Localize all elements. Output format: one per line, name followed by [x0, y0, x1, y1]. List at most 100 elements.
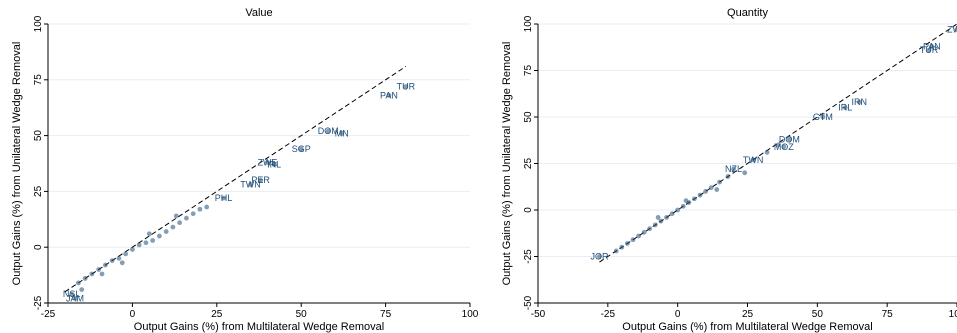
chart-1-point: [725, 174, 731, 179]
chart-0-point: [170, 224, 176, 230]
chart-0-x-tick-label: 25: [211, 309, 223, 320]
chart-1-x-tick-label: 100: [949, 309, 957, 320]
chart-1-x-tick-label: 0: [675, 309, 681, 320]
chart-1-point: [856, 99, 862, 105]
chart-1-point: [708, 185, 714, 191]
chart-0-point: [298, 146, 304, 152]
chart-0-point-label: TWN: [240, 180, 261, 190]
chart-0-point: [271, 162, 277, 168]
chart-1-point: [630, 237, 636, 243]
chart-1-point: [842, 105, 848, 111]
chart-0-point: [96, 267, 102, 272]
chart-0-x-tick-label: -25: [41, 309, 56, 320]
chart-0-point: [82, 276, 88, 281]
chart-1-x-tick-label: -25: [601, 309, 616, 320]
chart-0-point: [258, 177, 264, 183]
chart-0-reference-line: [64, 65, 407, 293]
chart-1-point: [655, 215, 661, 220]
chart-0-point: [177, 220, 183, 226]
chart-0-point: [123, 251, 129, 257]
chart-0-point: [386, 93, 392, 98]
chart-0-y-tick-label: 100: [33, 15, 44, 32]
chart-1-x-axis-label: Output Gains (%) from Multilateral Wedge…: [622, 321, 872, 333]
chart-1-point: [597, 254, 602, 259]
chart-0-point: [72, 296, 78, 301]
chart-1-quantity: -50 -25 0 25 50 75 100 -50 -25 0 25 50 75 100 Quantity…: [501, 7, 957, 333]
chart-1-point: [647, 226, 653, 232]
chart-1-y-tick-label: 75: [523, 65, 534, 77]
chart-0-title: Value: [245, 7, 272, 19]
chart-0-point: [173, 213, 179, 219]
chart-0-point: [79, 287, 85, 293]
chart-0-x-tick-label: 50: [296, 309, 308, 320]
chart-1-point-label: GTM: [813, 112, 833, 122]
chart-1-point: [692, 196, 697, 202]
chart-0-y-tick-label: 75: [33, 74, 44, 86]
chart-0-point-label: PAN: [380, 90, 398, 100]
chart-1-y-tick-label: 50: [523, 111, 534, 123]
chart-1-point: [658, 218, 664, 224]
chart-0-point: [102, 262, 108, 268]
chart-1-y-tick-label: -25: [523, 249, 534, 264]
chart-0-y-tick-label: 25: [33, 185, 44, 197]
chart-1-x-tick-label: 25: [742, 309, 754, 320]
chart-1-point: [624, 241, 630, 246]
chart-0-point: [204, 204, 210, 210]
chart-1-point-label: JOR: [590, 252, 609, 262]
chart-1-point: [750, 157, 756, 163]
chart-0-point: [403, 84, 409, 89]
chart-0-point: [197, 206, 203, 212]
chart-0-x-tick-label: 0: [130, 309, 136, 320]
chart-0-point-label: DOM: [318, 126, 339, 136]
chart-1-point: [636, 233, 641, 239]
chart-1-point-label: TWN: [743, 155, 764, 165]
chart-0-point: [157, 233, 162, 239]
chart-1-point: [764, 149, 770, 155]
chart-0-point: [109, 258, 115, 263]
chart-0-point-label: JAM: [66, 294, 84, 304]
chart-0-point-label: MN: [335, 128, 349, 138]
chart-1-point: [619, 244, 625, 250]
chart-1-point: [683, 198, 689, 204]
chart-0-point: [163, 229, 169, 234]
chart-1-x-tick-label: -50: [531, 309, 546, 320]
chart-1-y-tick-label: 100: [523, 15, 534, 32]
chart-1-point: [641, 229, 647, 235]
chart-0-point: [221, 195, 226, 201]
chart-0-point: [146, 231, 152, 237]
chart-0-point: [184, 215, 189, 221]
chart-0-point: [143, 240, 149, 246]
chart-0-point-label: PER: [251, 175, 270, 185]
chart-0-x-tick-label: 75: [380, 309, 392, 320]
chart-1-point: [613, 248, 619, 254]
chart-0-point: [99, 271, 105, 277]
chart-1-title: Quantity: [727, 7, 768, 19]
chart-1-point: [680, 203, 686, 209]
chart-1-point: [669, 211, 675, 217]
chart-1-point: [820, 114, 826, 120]
chart-0-x-tick-label: 100: [462, 309, 479, 320]
chart-0-point: [69, 291, 75, 297]
chart-0-point: [119, 260, 125, 266]
chart-0-value: -25 0 25 50 75 100 -25 0 25 50 75 100 Value Output Ga…: [11, 7, 479, 333]
chart-1-point: [675, 207, 681, 213]
chart-0-point-label: SGP: [292, 144, 311, 154]
chart-0-point: [325, 128, 331, 134]
chart-1-point-label: PAN: [923, 41, 941, 51]
chart-0-point: [116, 255, 122, 261]
chart-0-y-tick-label: 50: [33, 130, 44, 142]
chart-1-point: [787, 136, 792, 142]
chart-1-point: [714, 187, 720, 192]
chart-0-point: [75, 280, 81, 286]
chart-0-point: [190, 211, 196, 217]
chart-1-point-label: MOZ: [774, 142, 794, 152]
chart-1-point: [717, 179, 722, 185]
chart-1-point-label: IRL: [838, 103, 852, 113]
chart-0-y-axis-label: Output Gains (%) from Unilateral Wedge R…: [11, 42, 23, 286]
chart-0-point-label: PHL: [215, 193, 233, 203]
chart-1-point: [775, 142, 781, 148]
chart-1-point: [664, 215, 669, 220]
chart-1-y-tick-label: 0: [523, 207, 534, 213]
chart-1-point: [781, 144, 787, 150]
